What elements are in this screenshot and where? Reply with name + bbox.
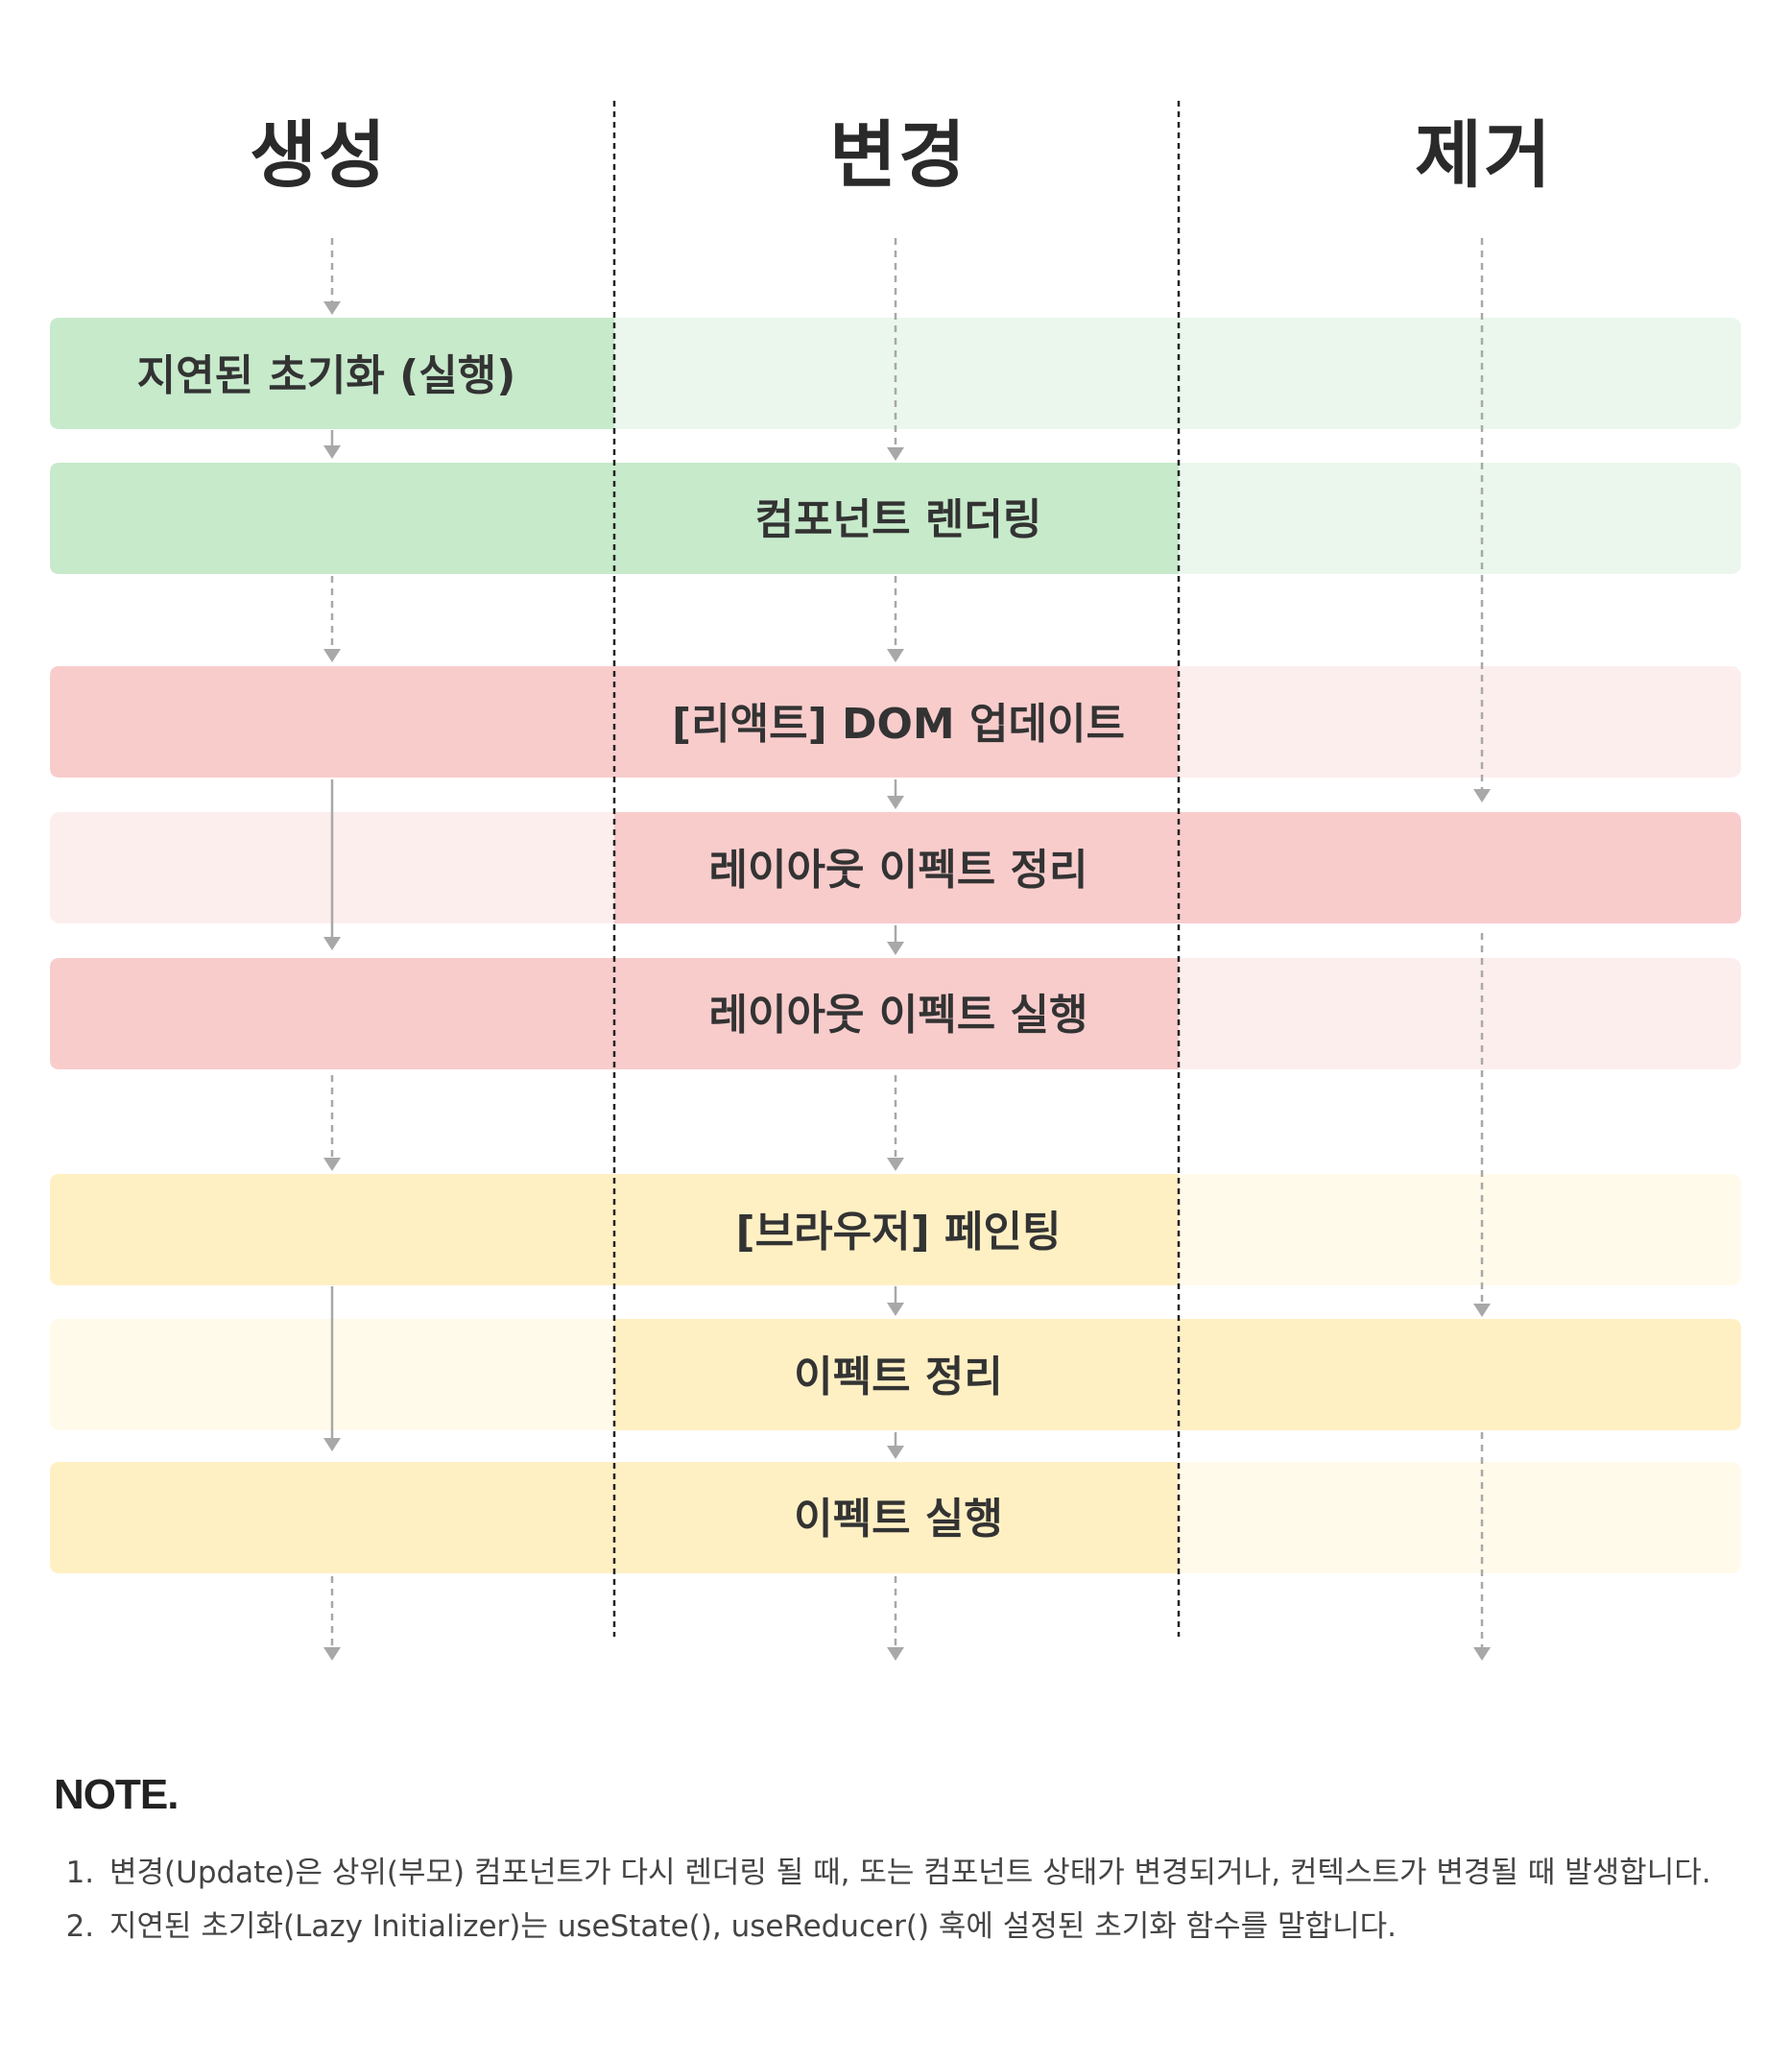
band-6-active-col-2 — [1179, 1319, 1741, 1430]
arrow-update-1-head — [887, 447, 904, 461]
band-5-active-col-0 — [50, 1174, 614, 1285]
arrow-update-8-head — [887, 1647, 904, 1661]
arrow-mount-5-head — [323, 1158, 341, 1171]
band-label-layout-effect: 레이아웃 이펙트 실행 — [708, 991, 1088, 1040]
band-label-render: 컴포넌트 렌더링 — [754, 495, 1042, 544]
lifecycle-diagram: 생성 변경 제거 지연된 초기화 (실행) 컴포넌트 렌더링 [리액트] DOM… — [50, 101, 1741, 1661]
arrow-mount-7-head — [323, 1647, 341, 1661]
arrow-update-4-head — [887, 942, 904, 955]
arrow-update-2-head — [887, 649, 904, 662]
arrow-update-7-head — [887, 1446, 904, 1459]
band-3-active-col-1 — [614, 812, 1179, 923]
band-3-active-col-2 — [1179, 812, 1741, 923]
column-title-mount: 생성 — [250, 112, 388, 198]
band-0-active-col-0 — [50, 318, 614, 429]
column-title-unmount: 제거 — [1415, 112, 1553, 198]
band-4-active-col-0 — [50, 958, 614, 1069]
lifecycle-diagram-graphics — [50, 101, 1741, 1661]
note-section: NOTE. 변경(Update)은 상위(부모) 컴포넌트가 다시 렌더링 될 … — [54, 1771, 1743, 1953]
band-2-active-col-1 — [614, 666, 1179, 778]
band-7-active-col-1 — [614, 1462, 1179, 1573]
note-item-lazy-init: 지연된 초기화(Lazy Initializer)는 useState(), u… — [104, 1900, 1743, 1953]
note-title: NOTE. — [54, 1771, 179, 1818]
band-label-effect-cleanup: 이펙트 정리 — [794, 1353, 1003, 1401]
band-6-active-col-1 — [614, 1319, 1179, 1430]
arrow-unmount-3-head — [1473, 1647, 1491, 1661]
band-7-active-col-0 — [50, 1462, 614, 1573]
note-item-update: 변경(Update)은 상위(부모) 컴포넌트가 다시 렌더링 될 때, 또는 … — [104, 1846, 1743, 1900]
band-label-effect-run: 이펙트 실행 — [794, 1495, 1003, 1544]
arrow-unmount-1-head — [1473, 789, 1491, 802]
arrow-update-5-head — [887, 1158, 904, 1171]
arrow-mount-6-head — [323, 1438, 341, 1451]
band-label-lazy-init: 지연된 초기화 (실행) — [136, 351, 516, 400]
arrow-mount-1-head — [323, 301, 341, 315]
column-title-update: 변경 — [829, 112, 968, 198]
band-label-dom-update: [리액트] DOM 업데이트 — [672, 700, 1125, 749]
arrow-mount-2-head — [323, 445, 341, 459]
band-4-active-col-1 — [614, 958, 1179, 1069]
band-label-painting: [브라우저] 페인팅 — [735, 1208, 1062, 1257]
arrow-update-6-head — [887, 1303, 904, 1316]
band-2-active-col-0 — [50, 666, 614, 778]
arrow-unmount-2-head — [1473, 1304, 1491, 1317]
band-1-active-col-1 — [614, 463, 1179, 574]
band-1-active-col-0 — [50, 463, 614, 574]
band-5-active-col-1 — [614, 1174, 1179, 1285]
arrow-mount-4-head — [323, 937, 341, 950]
arrow-update-3-head — [887, 796, 904, 809]
arrow-mount-3-head — [323, 649, 341, 662]
note-list: 변경(Update)은 상위(부모) 컴포넌트가 다시 렌더링 될 때, 또는 … — [54, 1846, 1743, 1953]
band-label-layout-cleanup: 레이아웃 이펙트 정리 — [708, 846, 1088, 895]
